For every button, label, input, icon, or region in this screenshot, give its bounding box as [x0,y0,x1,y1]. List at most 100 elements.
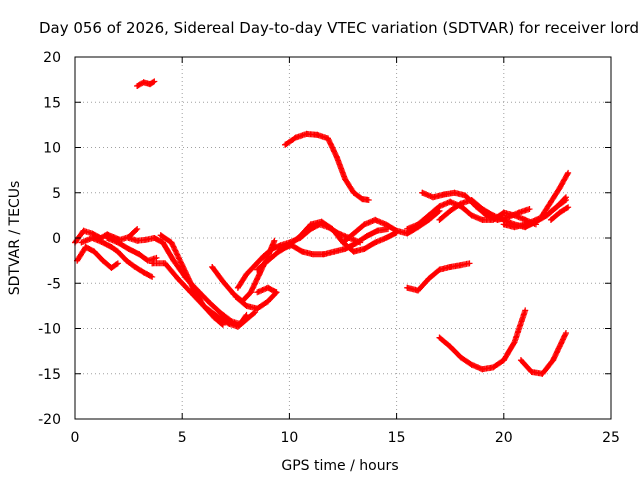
data-point [425,212,432,219]
data-point [170,257,177,264]
data-point [247,289,254,296]
data-point [466,260,473,267]
data-point [522,307,529,314]
data-point [382,235,389,241]
data-point [479,216,486,223]
data-point [82,244,89,251]
data-point [211,314,218,321]
data-point [219,321,226,328]
y-tick-label: -20 [38,412,61,428]
data-point [80,227,87,234]
data-point [324,135,331,142]
data-point [99,239,106,246]
data-point [320,251,327,258]
y-tick-label: 20 [43,50,61,66]
data-point [363,233,370,240]
data-point [565,204,572,211]
data-point [104,235,111,241]
data-point [436,216,443,223]
data-point [114,260,121,267]
data-point [264,298,271,305]
data-point [254,266,261,273]
data-point [307,221,314,228]
data-point [515,209,522,216]
data-point [350,230,357,237]
data-point [297,233,304,240]
series-arc-14 [282,130,372,203]
data-point [157,232,164,239]
series-arc-10 [232,284,280,312]
data-point [359,196,366,203]
data-point [500,221,507,228]
data-point [372,239,379,246]
data-point [217,310,224,317]
data-point [234,284,241,291]
data-point [462,192,469,199]
chart-title: Day 056 of 2026, Sidereal Day-to-day VTE… [39,19,639,37]
series-arc-17 [404,198,539,232]
data-point [187,289,194,296]
data-point [550,357,557,364]
data-point [219,278,226,285]
data-point [243,302,250,309]
data-point [256,271,263,278]
data-point [271,237,278,244]
data-point [142,236,149,243]
data-point [517,357,524,364]
data-point [159,239,166,246]
data-point [554,203,561,210]
data-point [415,287,422,294]
data-point [556,209,563,216]
data-point [382,221,389,228]
data-point [140,269,147,276]
data-point [479,366,486,373]
data-point [123,257,130,264]
y-tick-label: 10 [43,141,61,157]
data-point [340,239,346,246]
data-point [365,196,372,203]
y-tick-label: -15 [38,367,61,383]
data-point [468,196,475,203]
data-point [511,339,518,346]
data-point [147,81,154,88]
data-point [254,305,261,312]
data-point [149,260,156,267]
y-tick-label: 5 [52,186,61,202]
data-point [342,176,349,183]
data-point [500,209,507,216]
data-point [532,216,539,223]
data-point [174,275,181,282]
data-point [457,354,464,361]
data-point [277,245,284,252]
data-point [425,275,432,282]
data-point [243,316,250,323]
data-point [232,293,239,300]
data-point [468,212,475,219]
data-point [342,245,349,252]
data-point [333,153,340,160]
data-point [447,343,454,350]
data-point [200,302,207,309]
data-point [562,196,569,203]
data-point [254,289,261,296]
data-point [511,224,518,231]
data-point [108,264,115,271]
data-point [522,221,529,228]
series-arc-22 [517,330,569,377]
data-point [352,240,359,247]
series-trail [209,239,277,305]
data-point [234,323,241,330]
data-point [151,78,158,85]
data-point [136,251,143,258]
x-axis-label: GPS time / hours [281,458,398,474]
series-arc-24 [547,204,572,223]
y-axis-label: SDTVAR / TECUs [7,181,23,296]
data-point [134,82,141,89]
data-point [457,200,464,207]
axis-ticks: 0 5 10 15 20 25 -20 -15 -10 -5 0 5 10 15 20 [38,50,620,446]
data-point [436,203,443,210]
series-trail [282,130,371,203]
data-point [303,130,310,137]
data-point [162,260,169,267]
